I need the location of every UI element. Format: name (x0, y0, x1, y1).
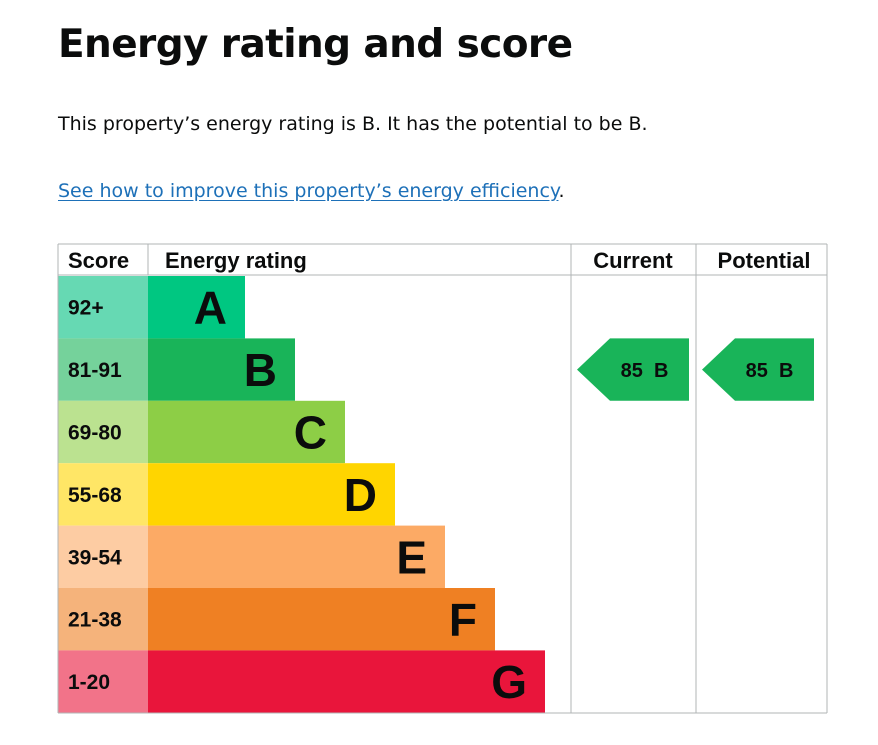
header-score: Score (68, 248, 129, 273)
band-bar-d (148, 463, 395, 526)
rating-summary: This property’s energy rating is B. It h… (58, 113, 648, 135)
header-potential: Potential (718, 248, 811, 273)
band-letter-a: A (194, 282, 227, 334)
score-label-f: 21-38 (68, 609, 122, 632)
band-bar-c (148, 400, 345, 464)
score-cell-f (58, 588, 148, 651)
grid-layer (57, 243, 828, 714)
bands-layer: 92+ A 81-91 B 69-80 C 55-68 D 39-54 E 21-38 F 1-20 G (58, 276, 545, 713)
page-title: Energy rating and score (58, 22, 573, 67)
band-bar-e (148, 525, 445, 588)
table-header: Score Energy rating Current Potential (68, 248, 810, 273)
band-letter-f: F (449, 594, 477, 646)
band-bar-a (148, 276, 245, 339)
indicator-layer: 85 B 85 B (577, 338, 814, 401)
score-label-b: 81-91 (68, 359, 122, 382)
band-letter-g: G (491, 656, 527, 708)
score-label-d: 55-68 (68, 484, 122, 507)
score-cell-e (58, 525, 148, 588)
band-bar-g (148, 650, 545, 713)
band-letter-d: D (344, 469, 377, 521)
score-cell-b (58, 338, 148, 401)
potential-rating-label: 85 B (746, 360, 794, 382)
improve-link-line: See how to improve this property’s energ… (58, 176, 565, 206)
score-cell-d (58, 463, 148, 526)
score-label-c: 69-80 (68, 422, 122, 445)
score-label-g: 1-20 (68, 671, 110, 694)
link-suffix: . (558, 180, 565, 202)
band-bar-f (148, 588, 495, 651)
band-letter-e: E (396, 531, 427, 583)
score-label-e: 39-54 (68, 546, 122, 569)
band-letter-c: C (294, 407, 327, 459)
header-energy-rating: Energy rating (165, 248, 307, 273)
band-bar-b (148, 338, 295, 401)
improve-efficiency-link[interactable]: See how to improve this property’s energ… (58, 180, 559, 202)
score-label-a: 92+ (68, 297, 104, 320)
score-cell-c (58, 400, 148, 464)
score-cell-g (58, 650, 148, 713)
current-rating-label: 85 B (621, 360, 669, 382)
header-current: Current (593, 248, 673, 273)
score-cell-a (58, 276, 148, 339)
potential-rating-arrow (702, 338, 814, 401)
band-letter-b: B (244, 344, 277, 396)
current-rating-arrow (577, 338, 689, 401)
